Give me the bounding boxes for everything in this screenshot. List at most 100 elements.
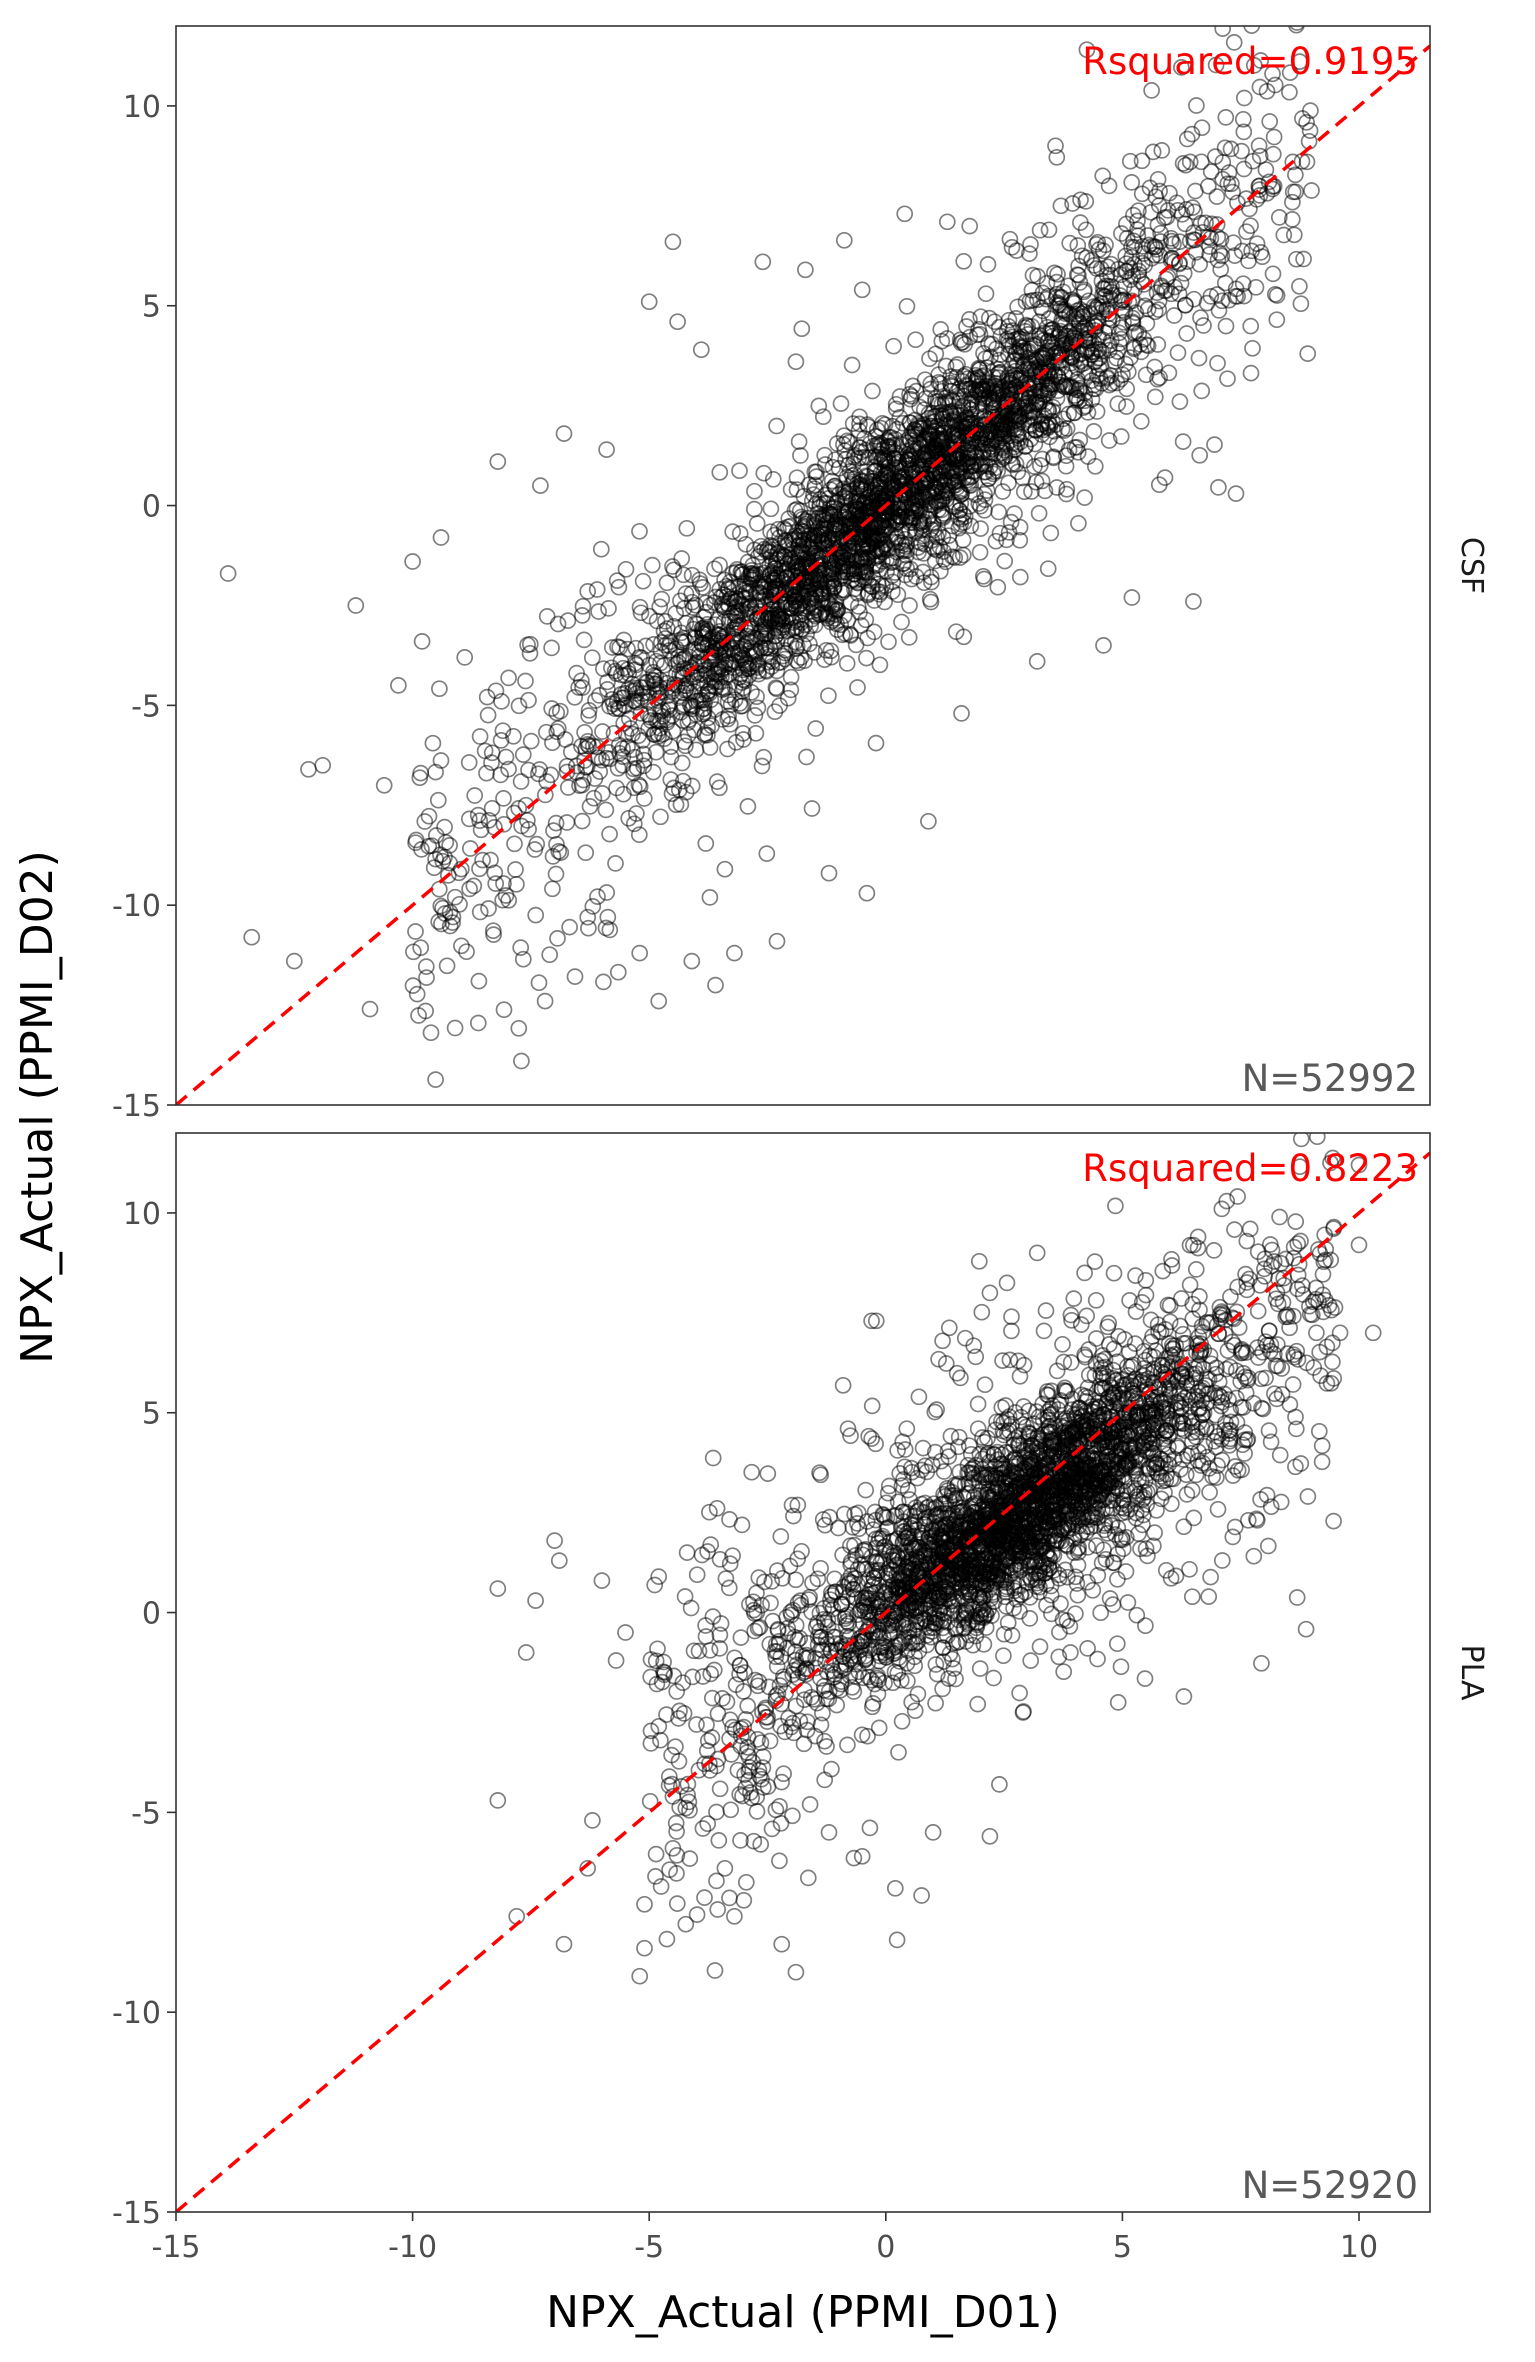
- data-point: [631, 598, 649, 616]
- data-point: [1186, 203, 1203, 221]
- panel-border: [175, 25, 1431, 1106]
- data-point: [836, 557, 853, 574]
- data-point: [635, 790, 653, 807]
- data-point: [694, 705, 712, 723]
- data-point: [1069, 237, 1087, 254]
- data-point: [1011, 531, 1029, 549]
- data-point: [1015, 342, 1033, 359]
- data-point: [886, 511, 904, 529]
- data-point: [593, 751, 611, 769]
- data-point: [1178, 325, 1196, 342]
- data-point: [859, 489, 877, 507]
- data-point: [874, 543, 892, 561]
- rsquared-annotation: Rsquared=0.9195: [1082, 40, 1418, 83]
- data-point: [1150, 292, 1168, 310]
- data-point: [903, 570, 920, 588]
- data-point: [575, 631, 593, 649]
- data-point: [974, 567, 992, 585]
- data-point: [608, 572, 626, 589]
- outlier-point: [390, 677, 407, 694]
- data-point: [1022, 236, 1039, 253]
- data-point: [674, 712, 692, 729]
- data-point: [1132, 343, 1150, 361]
- data-point: [469, 1014, 487, 1032]
- data-point: [858, 477, 876, 494]
- data-point: [845, 524, 862, 542]
- data-point: [441, 917, 459, 935]
- data-point: [1039, 560, 1057, 578]
- data-point: [471, 728, 489, 745]
- data-point: [1069, 443, 1087, 461]
- data-point: [610, 578, 628, 596]
- data-point: [1110, 324, 1128, 342]
- data-point: [1057, 457, 1075, 475]
- data-point: [818, 1738, 835, 1755]
- data-point: [929, 396, 947, 414]
- data-point: [617, 697, 634, 715]
- data-point: [697, 835, 715, 852]
- data-point: [1173, 59, 1190, 76]
- outlier-point: [1123, 589, 1141, 606]
- data-point: [1125, 206, 1142, 224]
- data-point: [1284, 183, 1302, 201]
- data-point: [731, 462, 748, 480]
- data-point: [739, 624, 757, 642]
- data-point: [697, 594, 715, 612]
- data-point: [432, 897, 450, 915]
- data-point: [631, 522, 648, 540]
- data-point: [614, 740, 631, 757]
- outlier-point: [375, 776, 393, 794]
- data-point: [774, 647, 792, 665]
- data-point: [1003, 455, 1021, 472]
- data-point: [740, 667, 758, 684]
- data-point: [994, 483, 1012, 500]
- data-point: [411, 769, 429, 787]
- outlier-point: [692, 341, 710, 359]
- data-point: [1121, 152, 1139, 170]
- outlier-point: [1284, 153, 1302, 171]
- data-point: [783, 580, 801, 598]
- data-point: [1087, 1330, 1105, 1347]
- data-point: [549, 930, 566, 947]
- data-point: [852, 617, 870, 634]
- data-point: [520, 691, 537, 709]
- data-point: [1191, 446, 1209, 464]
- data-point: [954, 546, 972, 564]
- data-point: [1009, 405, 1027, 423]
- outlier-point: [953, 705, 970, 722]
- data-point: [1038, 290, 1055, 308]
- data-point: [1038, 274, 1056, 292]
- outlier-point: [664, 233, 682, 251]
- data-point: [1161, 184, 1178, 202]
- data-point: [1042, 524, 1060, 542]
- data-point: [1171, 393, 1189, 410]
- data-point: [585, 789, 603, 807]
- data-point: [1006, 505, 1023, 522]
- outlier-point: [1095, 637, 1112, 654]
- data-point: [420, 807, 438, 825]
- data-point: [752, 628, 770, 645]
- data-point: [522, 732, 540, 750]
- data-point: [886, 449, 903, 467]
- data-point: [1233, 142, 1250, 160]
- data-point: [1206, 436, 1223, 453]
- data-point: [1069, 1586, 1087, 1604]
- data-point: [777, 581, 795, 599]
- data-point: [417, 958, 435, 975]
- data-point: [413, 841, 430, 858]
- data-point: [608, 693, 626, 711]
- data-point: [658, 574, 676, 592]
- data-point: [869, 582, 887, 600]
- data-point: [645, 636, 662, 653]
- outlier-point: [404, 553, 421, 570]
- data-point: [797, 512, 815, 530]
- data-point: [1023, 483, 1040, 500]
- data-point: [609, 963, 627, 981]
- data-point: [1149, 336, 1167, 353]
- data-point: [628, 805, 645, 822]
- data-point: [854, 540, 872, 558]
- data-point: [678, 519, 696, 537]
- data-point: [944, 548, 961, 566]
- data-point: [478, 688, 496, 706]
- data-point: [872, 498, 890, 516]
